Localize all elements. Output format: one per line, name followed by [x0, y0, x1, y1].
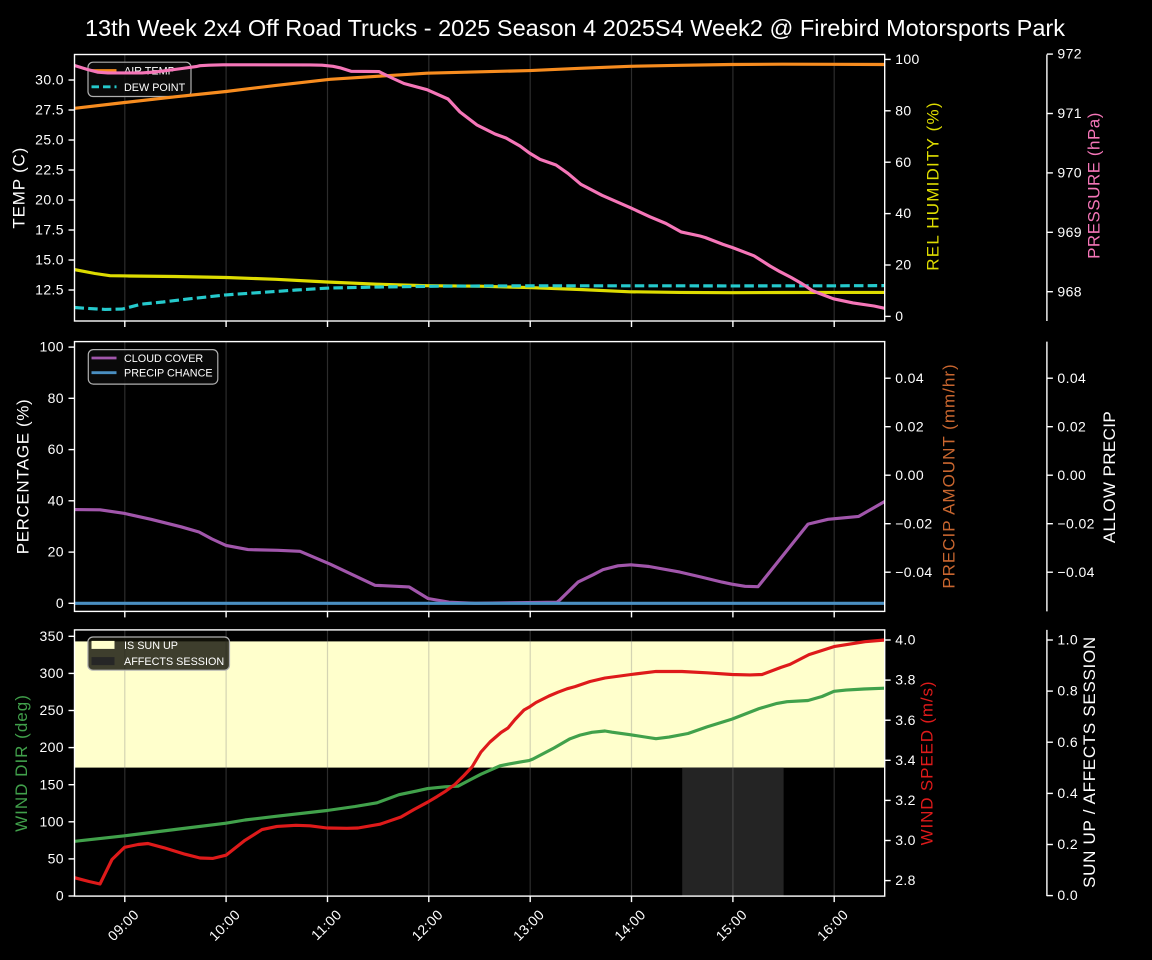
svg-text:12.5: 12.5: [35, 282, 64, 298]
svg-text:30.0: 30.0: [35, 72, 64, 88]
svg-text:250: 250: [39, 702, 64, 718]
svg-text:969: 969: [1057, 224, 1082, 240]
svg-text:22.5: 22.5: [35, 162, 64, 178]
svg-text:80: 80: [48, 390, 64, 406]
svg-text:15.0: 15.0: [35, 252, 64, 268]
svg-text:100: 100: [39, 339, 64, 355]
svg-text:SUN UP / AFFECTS SESSION: SUN UP / AFFECTS SESSION: [1080, 636, 1099, 888]
svg-text:0.00: 0.00: [1057, 467, 1086, 483]
svg-text:20: 20: [895, 257, 911, 273]
svg-text:AFFECTS SESSION: AFFECTS SESSION: [124, 656, 224, 668]
svg-text:0.04: 0.04: [895, 370, 924, 386]
svg-text:972: 972: [1057, 46, 1082, 62]
svg-text:ALLOW PRECIP: ALLOW PRECIP: [1100, 411, 1119, 543]
svg-text:0.8: 0.8: [1057, 683, 1078, 699]
svg-text:40: 40: [895, 205, 911, 221]
svg-text:IS SUN UP: IS SUN UP: [124, 640, 178, 652]
svg-text:0: 0: [895, 308, 903, 324]
svg-text:PERCENTAGE (%): PERCENTAGE (%): [14, 399, 33, 554]
svg-text:0.4: 0.4: [1057, 785, 1078, 801]
svg-text:100: 100: [895, 51, 920, 67]
svg-text:0: 0: [56, 595, 64, 611]
svg-text:300: 300: [39, 665, 64, 681]
svg-text:−0.04: −0.04: [1057, 564, 1094, 580]
svg-text:4.0: 4.0: [895, 632, 916, 648]
svg-text:3.0: 3.0: [895, 832, 916, 848]
svg-text:100: 100: [39, 813, 64, 829]
svg-text:−0.02: −0.02: [895, 515, 932, 531]
svg-text:0.00: 0.00: [895, 467, 924, 483]
svg-text:27.5: 27.5: [35, 102, 64, 118]
svg-text:25.0: 25.0: [35, 132, 64, 148]
svg-text:13th Week 2x4 Off Road Trucks: 13th Week 2x4 Off Road Trucks - 2025 Sea…: [85, 15, 1065, 41]
svg-text:0: 0: [56, 888, 64, 904]
svg-text:1.0: 1.0: [1057, 632, 1078, 648]
svg-text:REL HUMIDITY (%): REL HUMIDITY (%): [924, 101, 943, 270]
svg-text:PRECIP CHANCE: PRECIP CHANCE: [124, 368, 213, 380]
svg-text:3.6: 3.6: [895, 712, 916, 728]
svg-text:968: 968: [1057, 283, 1082, 299]
svg-text:350: 350: [39, 628, 64, 644]
svg-text:0.02: 0.02: [1057, 418, 1086, 434]
svg-text:40: 40: [48, 492, 64, 508]
svg-text:WIND SPEED (m/s): WIND SPEED (m/s): [918, 681, 937, 846]
svg-text:60: 60: [895, 154, 911, 170]
svg-text:PRECIP AMOUNT (mm/hr): PRECIP AMOUNT (mm/hr): [939, 363, 958, 588]
svg-text:CLOUD COVER: CLOUD COVER: [124, 353, 203, 365]
svg-text:17.5: 17.5: [35, 222, 64, 238]
svg-text:WIND DIR (deg): WIND DIR (deg): [12, 694, 31, 832]
svg-text:0.6: 0.6: [1057, 734, 1078, 750]
svg-text:0.02: 0.02: [895, 418, 924, 434]
svg-text:PRESSURE (hPa): PRESSURE (hPa): [1085, 112, 1104, 259]
svg-text:2.8: 2.8: [895, 872, 916, 888]
svg-text:TEMP (C): TEMP (C): [10, 147, 29, 229]
svg-text:3.8: 3.8: [895, 672, 916, 688]
svg-text:0.2: 0.2: [1057, 836, 1078, 852]
svg-text:0.04: 0.04: [1057, 370, 1086, 386]
svg-text:970: 970: [1057, 165, 1082, 181]
svg-text:−0.02: −0.02: [1057, 515, 1094, 531]
svg-text:3.4: 3.4: [895, 752, 916, 768]
svg-text:60: 60: [48, 441, 64, 457]
svg-text:200: 200: [39, 739, 64, 755]
svg-text:971: 971: [1057, 105, 1082, 121]
svg-text:DEW POINT: DEW POINT: [124, 82, 186, 94]
svg-text:20: 20: [48, 544, 64, 560]
svg-text:0.0: 0.0: [1057, 887, 1078, 903]
svg-text:150: 150: [39, 776, 64, 792]
svg-text:50: 50: [48, 851, 64, 867]
svg-text:20.0: 20.0: [35, 192, 64, 208]
svg-text:80: 80: [895, 102, 911, 118]
svg-text:−0.04: −0.04: [895, 564, 932, 580]
svg-text:3.2: 3.2: [895, 792, 916, 808]
